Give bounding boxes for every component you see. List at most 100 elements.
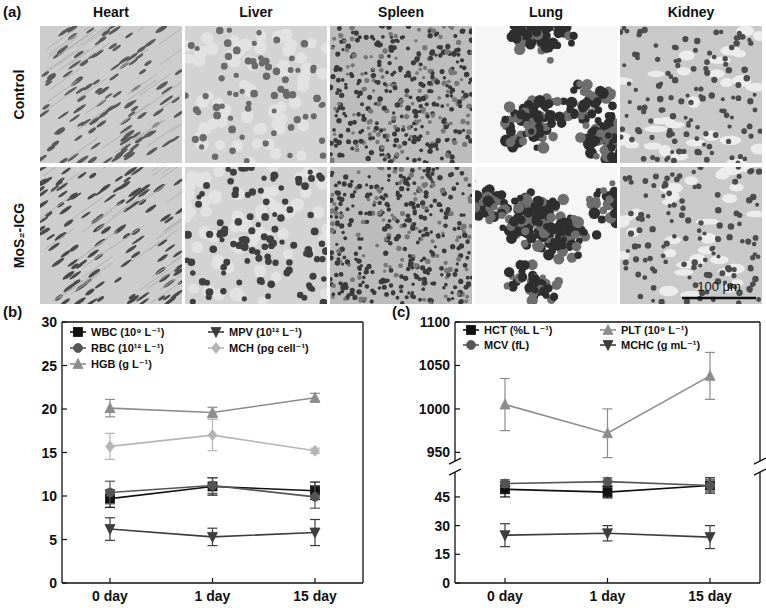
texture: [446, 103, 449, 106]
texture: [444, 125, 449, 130]
texture: [174, 68, 182, 76]
texture: [738, 154, 743, 159]
texture: [46, 233, 55, 241]
texture: [580, 98, 591, 109]
texture: [331, 283, 336, 288]
texture: [234, 73, 239, 78]
texture: [747, 124, 753, 130]
texture: [119, 124, 133, 135]
texture: [297, 73, 310, 86]
texture: [199, 278, 206, 285]
texture: [684, 131, 690, 137]
texture: [335, 222, 340, 227]
texture: [458, 279, 463, 284]
texture: [50, 49, 80, 70]
texture: [379, 153, 382, 156]
texture: [444, 294, 448, 298]
texture: [745, 83, 762, 92]
texture: [753, 31, 762, 41]
texture: [296, 52, 307, 63]
texture: [221, 63, 228, 70]
texture: [593, 153, 600, 160]
texture: [84, 246, 114, 267]
texture: [166, 182, 182, 203]
texture: [404, 234, 409, 239]
texture: [387, 236, 391, 240]
texture: [393, 34, 398, 39]
texture: [54, 231, 68, 242]
texture: [170, 135, 180, 143]
texture: [217, 219, 224, 226]
texture: [97, 85, 110, 96]
texture: [451, 51, 456, 56]
texture: [419, 62, 423, 66]
panel-label: (a): [3, 3, 21, 20]
texture: [134, 94, 164, 115]
texture: [282, 89, 289, 96]
texture: [421, 96, 427, 102]
texture: [702, 142, 706, 146]
texture: [431, 28, 436, 33]
texture: [239, 38, 252, 51]
texture: [408, 254, 412, 258]
texture: [707, 144, 713, 150]
texture: [452, 140, 457, 145]
texture: [670, 132, 675, 137]
texture: [282, 198, 288, 204]
texture: [240, 135, 245, 140]
texture: [506, 138, 516, 148]
texture: [575, 132, 586, 143]
texture: [388, 61, 392, 65]
texture: [533, 113, 544, 124]
texture: [114, 276, 123, 283]
texture: [96, 119, 108, 128]
texture: [735, 82, 741, 88]
texture: [469, 276, 472, 280]
texture: [60, 249, 72, 258]
texture: [376, 187, 381, 192]
texture: [94, 38, 104, 46]
texture: [742, 156, 747, 161]
texture: [394, 236, 399, 241]
texture: [273, 68, 281, 76]
texture: [395, 38, 399, 42]
texture: [330, 174, 333, 177]
texture: [411, 60, 416, 65]
texture: [388, 219, 392, 223]
texture: [123, 151, 136, 162]
row-label: Control: [11, 70, 27, 120]
texture: [383, 134, 387, 138]
texture: [220, 288, 226, 294]
texture: [358, 211, 363, 216]
texture: [687, 96, 699, 108]
texture: [137, 26, 167, 31]
texture: [431, 113, 436, 118]
texture: [465, 267, 469, 271]
texture: [164, 216, 174, 225]
texture: [675, 63, 680, 68]
texture: [357, 275, 362, 280]
texture: [350, 37, 355, 42]
image-bg: [620, 26, 762, 163]
texture: [361, 220, 366, 225]
texture: [412, 158, 417, 163]
texture: [453, 285, 457, 289]
texture: [164, 210, 182, 231]
texture: [349, 72, 352, 75]
texture: [372, 89, 375, 92]
texture: [364, 35, 369, 40]
texture: [734, 35, 740, 41]
texture: [40, 226, 50, 238]
texture: [334, 273, 339, 278]
texture: [111, 152, 125, 163]
texture: [713, 29, 719, 35]
texture: [434, 53, 437, 56]
texture: [654, 43, 659, 48]
texture: [413, 192, 417, 196]
texture: [365, 145, 369, 149]
texture: [255, 123, 267, 135]
texture: [456, 236, 460, 240]
texture: [269, 240, 277, 248]
texture: [414, 56, 420, 62]
texture: [412, 295, 416, 299]
